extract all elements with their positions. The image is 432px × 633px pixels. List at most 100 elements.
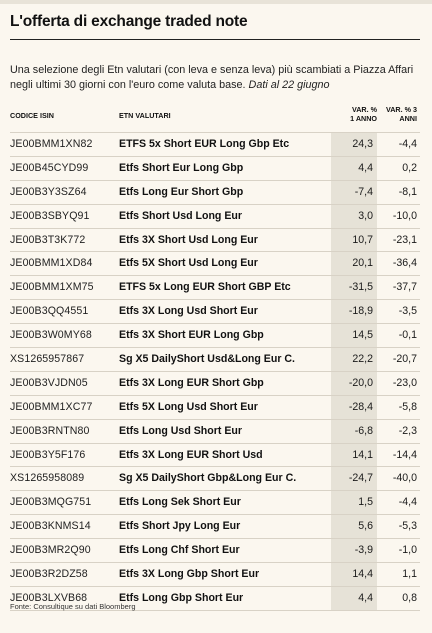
table-header: CODICE ISIN ETN VALUTARI VAR. % 1 ANNO V…: [10, 103, 420, 132]
table-row: JE00B3T3K772 Etfs 3X Short Usd Long Eur 10…: [10, 227, 420, 252]
isin-cell: JE00B3Y3SZ64: [10, 185, 87, 198]
header-var-3-anni: VAR. % 3 ANNI: [377, 105, 417, 123]
header-etn: ETN VALUTARI: [119, 111, 171, 120]
etn-name-cell: Etfs Short Usd Long Eur: [119, 209, 243, 222]
etn-name-cell: Etfs Long Sek Short Eur: [119, 496, 241, 509]
etn-name-cell: Etfs 3X Long Usd Short Eur: [119, 305, 258, 318]
var-1-column-shade: [331, 300, 377, 324]
header-var-1-line1: VAR. %: [351, 105, 377, 114]
var-1-anno-cell: 24,3: [352, 138, 373, 150]
table-body: JE00BMM1XN82 ETFS 5x Short EUR Long Gbp E…: [10, 132, 420, 611]
isin-cell: JE00B3W0MY68: [10, 329, 92, 342]
etn-name-cell: Etfs 3X Short Usd Long Eur: [119, 233, 258, 246]
var-1-column-shade: [331, 515, 377, 539]
etn-name-cell: Etfs 3X Long Gbp Short Eur: [119, 568, 260, 581]
var-1-column-shade: [331, 467, 377, 491]
var-3-anni-cell: -1,0: [398, 544, 417, 557]
var-3-anni-cell: -5,3: [398, 520, 417, 533]
var-1-column-shade: [331, 133, 377, 156]
var-3-anni-cell: 0,2: [402, 161, 417, 174]
var-3-anni-cell: -8,1: [398, 185, 417, 198]
isin-cell: JE00B3QQ4551: [10, 305, 89, 318]
table-row: JE00B3KNMS14 Etfs Short Jpy Long Eur 5,6 -5…: [10, 514, 420, 539]
title-divider: [10, 39, 420, 40]
var-3-anni-cell: -10,0: [392, 209, 417, 222]
isin-cell: JE00B45CYD99: [10, 161, 89, 174]
var-1-anno-cell: 1,5: [358, 496, 373, 509]
var-1-anno-cell: -18,9: [348, 305, 373, 318]
var-3-anni-cell: -2,3: [398, 424, 417, 437]
table-row: JE00BMM1XC77 Etfs 5X Long Usd Short Eur -2…: [10, 394, 420, 419]
var-3-anni-cell: -5,8: [398, 400, 417, 413]
var-1-column-shade: [331, 539, 377, 563]
header-var-3-line2: ANNI: [399, 113, 417, 123]
var-3-anni-cell: 1,1: [402, 568, 417, 581]
etn-name-cell: ETFS 5x Long EUR Short GBP Etc: [119, 281, 291, 294]
etn-name-cell: Etfs 3X Short EUR Long Gbp: [119, 329, 264, 342]
table-row: JE00B3QQ4551 Etfs 3X Long Usd Short Eur -1…: [10, 299, 420, 324]
isin-cell: JE00B3Y5F176: [10, 448, 86, 461]
var-1-column-shade: [331, 252, 377, 276]
var-3-anni-cell: -0,1: [398, 329, 417, 342]
var-1-column-shade: [331, 204, 377, 228]
var-1-column-shade: [331, 371, 377, 395]
var-1-column-shade: [331, 419, 377, 443]
var-3-anni-cell: -36,4: [392, 257, 417, 270]
var-1-anno-cell: 14,1: [352, 448, 373, 461]
var-1-column-shade: [331, 563, 377, 586]
etn-name-cell: Sg X5 DailyShort Usd&Long Eur C.: [119, 353, 295, 366]
var-3-anni-cell: -37,7: [392, 281, 417, 294]
top-rule: [0, 0, 432, 4]
etn-name-cell: ETFS 5x Short EUR Long Gbp Etc: [119, 138, 290, 150]
var-3-anni-cell: -3,5: [398, 305, 417, 318]
header-var-1-anno: VAR. % 1 ANNO: [331, 105, 377, 123]
table-row: JE00B3MR2Q90 Etfs Long Chf Short Eur -3,9 -…: [10, 538, 420, 563]
header-isin: CODICE ISIN: [10, 111, 54, 120]
var-3-anni-cell: -4,4: [398, 496, 417, 509]
var-1-anno-cell: 4,4: [358, 161, 373, 174]
header-var-1-line2: 1 ANNO: [350, 113, 377, 123]
etn-name-cell: Etfs Long Gbp Short Eur: [119, 591, 244, 604]
etn-name-cell: Etfs 3X Long EUR Short Usd: [119, 448, 263, 461]
var-1-anno-cell: -6,8: [354, 424, 373, 437]
var-1-column-shade: [331, 586, 377, 610]
table-row: JE00B3Y3SZ64 Etfs Long Eur Short Gbp -7,4 -…: [10, 179, 420, 204]
etn-name-cell: Etfs Long Eur Short Gbp: [119, 185, 244, 198]
var-1-anno-cell: 3,0: [358, 209, 373, 222]
var-1-anno-cell: 22,2: [352, 353, 373, 366]
var-3-anni-cell: -14,4: [392, 448, 417, 461]
isin-cell: JE00B3T3K772: [10, 233, 86, 246]
isin-cell: JE00B3KNMS14: [10, 520, 91, 533]
table-row: JE00BMM1XN82 ETFS 5x Short EUR Long Gbp E…: [10, 132, 420, 156]
var-1-anno-cell: -31,5: [348, 281, 373, 294]
isin-cell: JE00B3R2DZ58: [10, 568, 88, 581]
etn-name-cell: Etfs Short Eur Long Gbp: [119, 161, 244, 174]
table-row: JE00B3MQG751 Etfs Long Sek Short Eur 1,5 -4…: [10, 490, 420, 515]
var-1-column-shade: [331, 443, 377, 467]
table-row: JE00B3Y5F176 Etfs 3X Long EUR Short Usd 14…: [10, 442, 420, 467]
var-3-anni-cell: -20,7: [392, 353, 417, 366]
var-1-anno-cell: 5,6: [358, 520, 373, 533]
var-1-anno-cell: -7,4: [354, 185, 373, 198]
var-1-anno-cell: 10,7: [352, 233, 373, 246]
var-1-column-shade: [331, 491, 377, 515]
isin-cell: JE00B3LXVB68: [10, 591, 88, 604]
table-row: JE00BMM1XD84 Etfs 5X Short Usd Long Eur 20…: [10, 251, 420, 276]
etn-name-cell: Etfs 5X Long Usd Short Eur: [119, 400, 258, 413]
isin-cell: XS1265957867: [10, 353, 85, 366]
page-title: L'offerta di exchange traded note: [10, 13, 248, 30]
var-1-anno-cell: -3,9: [354, 544, 373, 557]
table-row: XS1265958089 Sg X5 DailyShort Gbp&Long Eu…: [10, 466, 420, 491]
intro-paragraph: Una selezione degli Etn valutari (con le…: [10, 63, 420, 93]
isin-cell: JE00B3MQG751: [10, 496, 92, 509]
table-row: JE00B45CYD99 Etfs Short Eur Long Gbp 4,4 0,…: [10, 155, 420, 180]
var-1-anno-cell: -24,7: [348, 472, 373, 485]
table-row: JE00B3R2DZ58 Etfs 3X Long Gbp Short Eur 14…: [10, 562, 420, 586]
isin-cell: JE00BMM1XN82: [10, 138, 93, 150]
etn-name-cell: Etfs 3X Long EUR Short Gbp: [119, 376, 264, 389]
var-1-anno-cell: 20,1: [352, 257, 373, 270]
etn-name-cell: Etfs Short Jpy Long Eur: [119, 520, 241, 533]
var-3-anni-cell: -40,0: [392, 472, 417, 485]
etn-table: CODICE ISIN ETN VALUTARI VAR. % 1 ANNO V…: [10, 103, 420, 611]
